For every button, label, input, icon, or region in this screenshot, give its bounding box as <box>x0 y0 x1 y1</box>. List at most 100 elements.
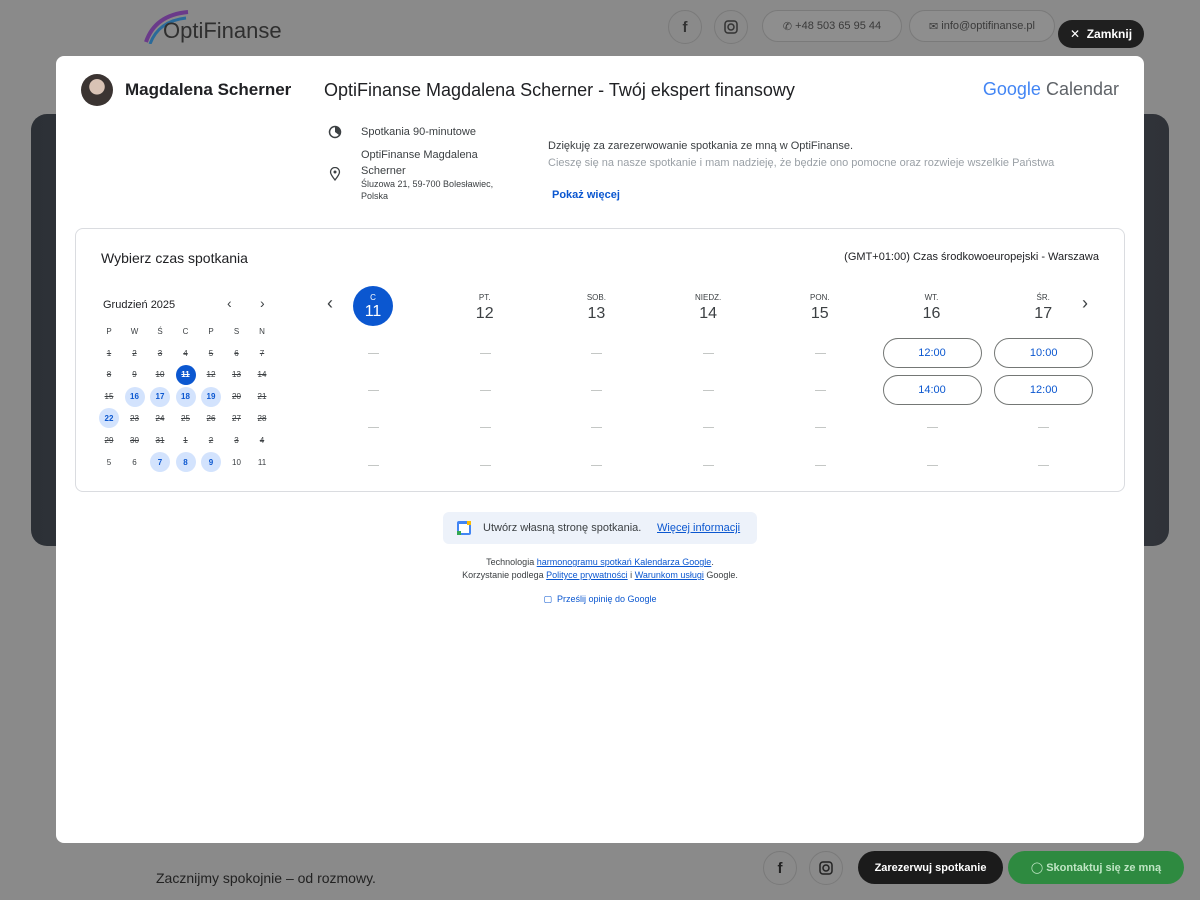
mini-day[interactable]: 6 <box>132 457 137 467</box>
mini-day[interactable]: 16 <box>124 386 145 407</box>
weekday-label: C <box>182 326 189 336</box>
more-info[interactable]: Więcej informacji <box>657 522 741 534</box>
empty-slot <box>591 353 603 354</box>
terms-suffix: Google. <box>703 570 738 580</box>
mini-day[interactable]: 11 <box>175 364 196 385</box>
selected-day[interactable] <box>353 286 393 326</box>
mini-day[interactable]: 10 <box>232 457 241 467</box>
time-slot[interactable]: 14:00 <box>882 375 982 406</box>
create-page: Utwórz własną stronę spotkania. <box>483 522 642 534</box>
prev-days[interactable]: ‹ <box>327 293 333 313</box>
empty-slot <box>368 427 379 429</box>
mini-day: 14 <box>257 370 267 380</box>
mini-day: 4 <box>259 435 265 445</box>
weekday-label: N <box>259 326 265 336</box>
empty-slot <box>591 464 603 466</box>
duration-icon <box>328 125 342 139</box>
mini-day: 30 <box>130 435 139 445</box>
empty-slot <box>926 464 938 466</box>
empty-slot <box>814 353 826 354</box>
mini-day[interactable]: 11 <box>257 457 267 467</box>
next-month[interactable]: › <box>260 295 265 311</box>
mini-day: 15 <box>104 392 114 402</box>
mini-day: 12 <box>206 370 216 380</box>
page-title: OptiFinanse Magdalena Scherner - Twój ek… <box>324 80 795 100</box>
day-date: 13 <box>587 305 606 322</box>
phone-button[interactable]: ✆ +48 503 65 95 44 <box>762 10 902 42</box>
empty-slot <box>368 353 379 354</box>
month-label: Grudzień 2025 <box>103 299 176 311</box>
mini-day: 25 <box>181 413 190 423</box>
mini-day: 13 <box>232 370 241 380</box>
mini-day: 8 <box>106 370 112 380</box>
mini-day: 2 <box>132 348 137 358</box>
tagline: Zacznijmy spokojnie – od rozmowy. <box>156 870 376 886</box>
empty-slot <box>479 464 491 466</box>
mini-day: 20 <box>232 392 241 402</box>
privacy-link[interactable]: Polityce prywatności <box>546 570 628 580</box>
day-date: 15 <box>810 305 829 322</box>
mini-day: 7 <box>259 348 265 358</box>
close-button[interactable]: ✕ Zamknij <box>1058 20 1144 48</box>
feedback[interactable]: ▢ Prześlij opinię do Google <box>543 594 657 604</box>
mini-day[interactable]: 5 <box>106 457 112 467</box>
mini-day[interactable]: 17 <box>150 386 170 407</box>
mini-day[interactable]: 22 <box>99 408 119 429</box>
mini-day: 29 <box>104 435 114 445</box>
facebook-button[interactable]: f <box>668 10 702 44</box>
mini-day[interactable]: 19 <box>201 386 221 407</box>
day-weekday: PON. <box>810 293 830 302</box>
mini-day[interactable]: 8 <box>175 452 196 472</box>
next-days[interactable]: › <box>1082 293 1088 313</box>
terms-join: i <box>627 570 635 580</box>
tech-link[interactable]: harmonogramu spotkań Kalendarza Google <box>536 557 712 567</box>
instagram-button[interactable] <box>714 10 748 44</box>
mini-day[interactable]: 18 <box>175 386 196 407</box>
empty-slot <box>591 427 603 429</box>
mini-day[interactable]: 7 <box>150 452 170 472</box>
day-weekday: WT. <box>924 293 939 302</box>
email-button[interactable]: ✉ info@optifinanse.pl <box>909 10 1055 42</box>
location-name: OptiFinanse Magdalena Scherner <box>361 149 478 177</box>
time-slot[interactable]: 12:00 <box>994 375 1094 406</box>
show-more[interactable]: Pokaż więcej <box>552 189 620 201</box>
description: Dziękuję za zarezerwowanie spotkania ze … <box>548 138 1088 168</box>
prev-month[interactable]: ‹ <box>227 295 232 311</box>
day-date: 16 <box>922 305 941 322</box>
contact-label: Skontaktuj się ze mną <box>1046 861 1162 874</box>
weekday-label: S <box>233 326 240 336</box>
book-button[interactable]: Zarezerwuj spotkanie <box>858 851 1003 884</box>
host-name: Magdalena Scherner <box>125 80 292 99</box>
weekday-label: Ś <box>157 326 163 336</box>
time-slot[interactable]: 12:00 <box>882 338 982 368</box>
time-slot[interactable]: 10:00 <box>994 338 1094 368</box>
mini-day: 28 <box>257 413 267 423</box>
contact-button[interactable]: ◯ Skontaktuj się ze mną <box>1008 851 1184 884</box>
mini-day: 21 <box>257 392 267 402</box>
empty-slot <box>1038 427 1050 429</box>
terms-prefix: Korzystanie podlega <box>462 570 547 580</box>
instagram-button[interactable] <box>809 851 843 885</box>
time-picker: Wybierz czas spotkania (GMT+01:00) Czas … <box>75 228 1125 492</box>
weekday-label: W <box>130 326 139 336</box>
email: info@optifinanse.pl <box>941 20 1035 32</box>
logo-text: OptiFinanse <box>163 18 282 43</box>
mini-day: 6 <box>234 348 239 358</box>
calendar-icon <box>457 521 471 535</box>
description-line: Dziękuję za zarezerwowanie spotkania ze … <box>548 140 854 152</box>
mini-day: 26 <box>206 413 216 423</box>
feedback-label: Prześlij opinię do Google <box>556 594 657 604</box>
description-line: Cieszę się na nasze spotkanie i mam nadz… <box>548 157 1055 168</box>
weekday-label: P <box>106 326 112 336</box>
facebook-button[interactable]: f <box>763 851 797 885</box>
day-weekday: C <box>370 293 376 302</box>
empty-slot <box>591 390 603 392</box>
mini-day: 23 <box>130 413 139 423</box>
terms-link[interactable]: Warunkom usługi <box>634 570 704 580</box>
mini-day: 10 <box>155 370 165 380</box>
duration: Spotkania 90-minutowe <box>361 126 476 138</box>
day-date: 14 <box>699 305 717 322</box>
empty-slot <box>1038 464 1050 466</box>
mini-day[interactable]: 9 <box>201 452 221 472</box>
